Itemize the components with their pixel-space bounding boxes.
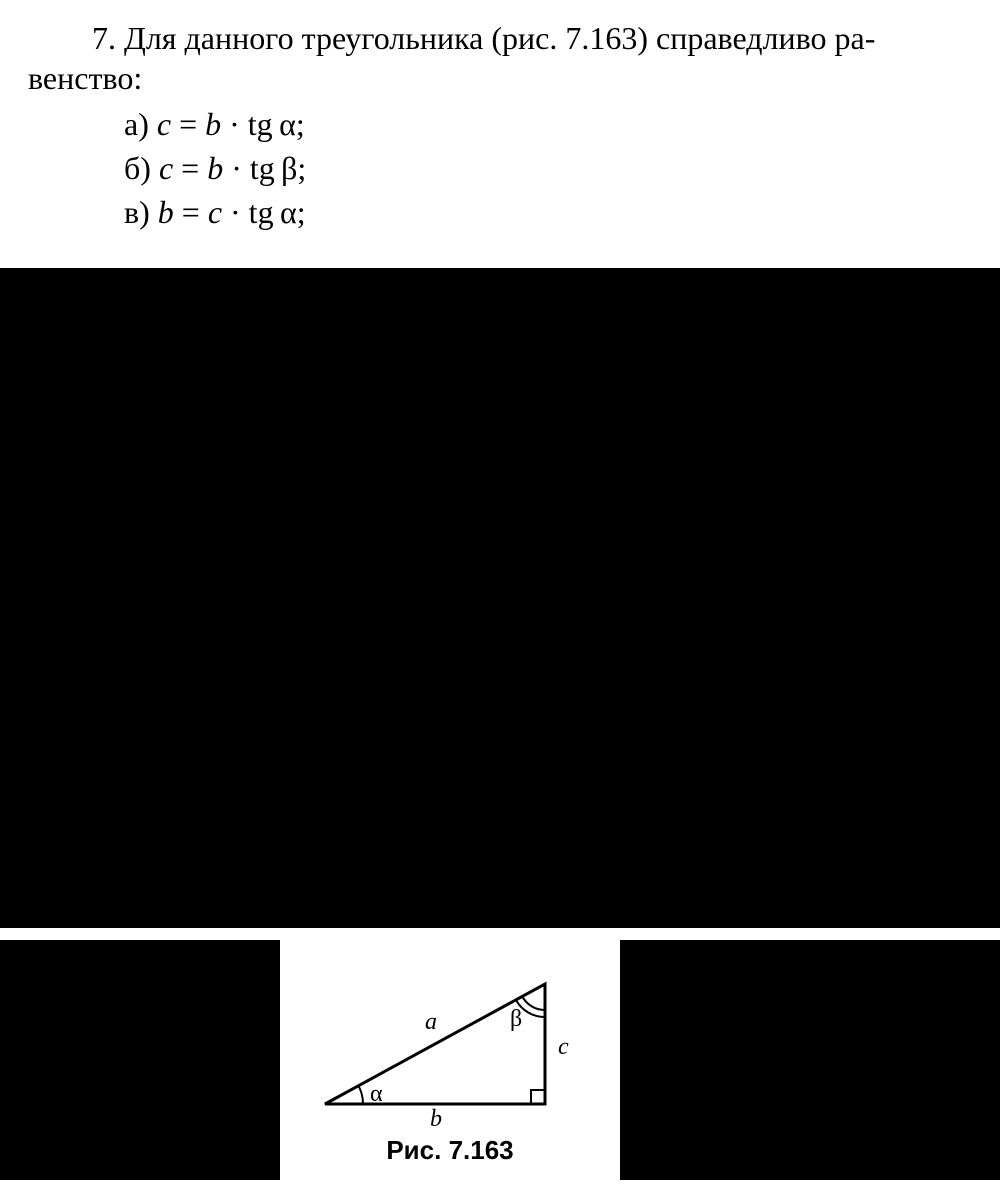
option-b: б) c = b · tg β;: [124, 148, 972, 188]
redaction-bottom-left: [0, 940, 280, 1180]
redaction-large: [0, 268, 1000, 928]
page: 7. Для данного треугольника (рис. 7.163)…: [0, 0, 1000, 1185]
opt-lhs: b: [158, 194, 174, 230]
opt-tail: ;: [297, 194, 306, 230]
opt-eq: =: [179, 106, 197, 142]
opt-rhsvar: b: [207, 150, 223, 186]
opt-fn: tg: [250, 150, 275, 186]
triangle-lines: [325, 984, 545, 1104]
question-block: 7. Для данного треугольника (рис. 7.163)…: [0, 0, 1000, 244]
opt-letter: в): [124, 194, 150, 230]
opt-letter: б): [124, 150, 151, 186]
opt-arg: α: [279, 106, 296, 142]
label-c: c: [558, 1034, 569, 1060]
question-intro: 7. Для данного треугольника (рис. 7.163)…: [28, 18, 972, 98]
opt-mul: ·: [230, 194, 241, 230]
option-a: а) c = b · tg α;: [124, 104, 972, 144]
opt-mul: ·: [231, 150, 242, 186]
opt-eq: =: [181, 150, 199, 186]
question-text: Для данного треугольника (рис. 7.163) сп…: [28, 20, 875, 96]
opt-fn: tg: [249, 194, 274, 230]
opt-arg: β: [281, 150, 297, 186]
redaction-bottom-right: [620, 940, 1000, 1180]
opt-lhs: c: [157, 106, 171, 142]
label-beta: β: [510, 1006, 522, 1032]
figure-7-163: a b c α β Рис. 7.163: [280, 940, 620, 1180]
opt-rhsvar: c: [208, 194, 222, 230]
label-b: b: [430, 1106, 442, 1129]
figure-caption: Рис. 7.163: [386, 1135, 513, 1166]
label-a: a: [425, 1009, 437, 1035]
opt-mul: ·: [229, 106, 240, 142]
opt-lhs: c: [159, 150, 173, 186]
opt-tail: ;: [297, 150, 306, 186]
question-number: 7.: [92, 20, 116, 56]
opt-fn: tg: [248, 106, 273, 142]
opt-rhsvar: b: [205, 106, 221, 142]
options-list: а) c = b · tg α; б) c = b · tg β; в) b =…: [28, 104, 972, 232]
opt-arg: α: [280, 194, 297, 230]
opt-eq: =: [182, 194, 200, 230]
opt-letter: а): [124, 106, 149, 142]
label-alpha: α: [370, 1081, 383, 1107]
option-c: в) b = c · tg α;: [124, 192, 972, 232]
opt-tail: ;: [296, 106, 305, 142]
triangle-svg: a b c α β: [305, 954, 595, 1129]
